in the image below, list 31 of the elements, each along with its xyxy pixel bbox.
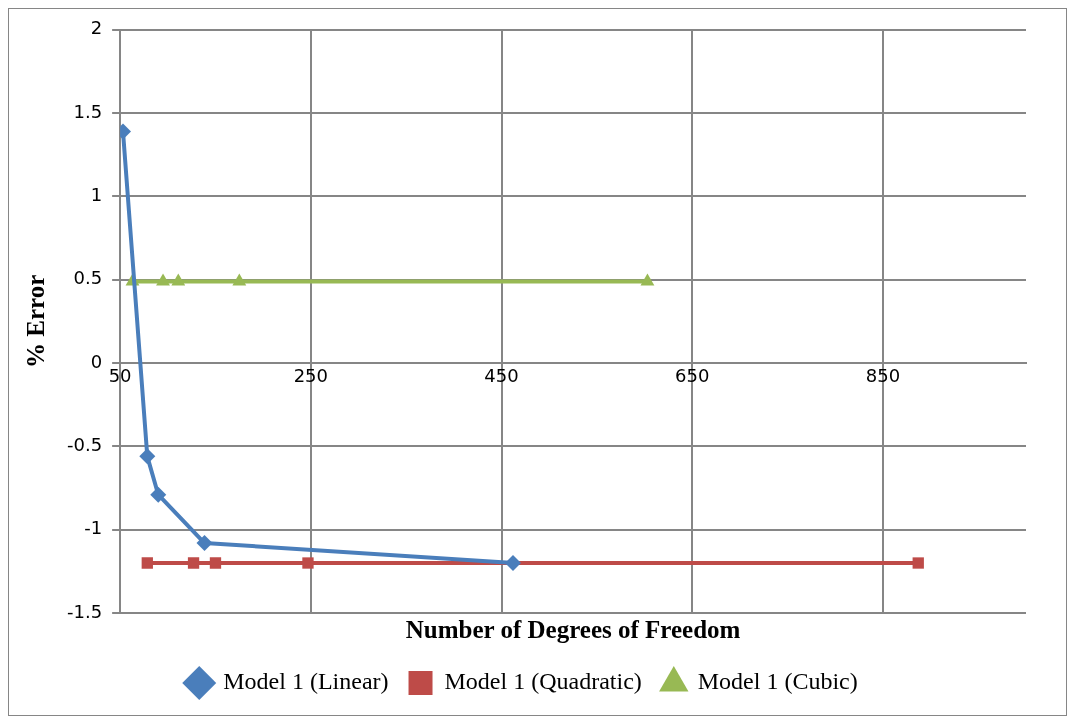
x-tick-label: 50 xyxy=(108,364,132,386)
point xyxy=(232,273,247,286)
point xyxy=(209,557,222,569)
point xyxy=(141,557,153,569)
x-tick-label: 250 xyxy=(293,364,329,386)
legend-label: Model 1 (Cubic) xyxy=(697,668,858,695)
point xyxy=(196,535,213,552)
legend-label: Model 1 (Quadratic) xyxy=(444,668,642,695)
point xyxy=(302,557,314,569)
point xyxy=(150,486,167,503)
point xyxy=(504,555,521,572)
x-tick-label: 850 xyxy=(865,364,901,386)
y-tick-label: 2 xyxy=(90,17,103,39)
y-tick-label: -1.5 xyxy=(67,600,103,622)
x-tick-label: 650 xyxy=(675,364,710,386)
x-axis-title: Number of Degrees of Freedom xyxy=(405,616,741,644)
x-tick-label: 450 xyxy=(484,364,519,386)
y-tick-label: 1 xyxy=(90,184,103,206)
y-tick-label: -0.5 xyxy=(67,434,103,456)
point xyxy=(139,448,156,465)
y-tick-label: 0 xyxy=(90,350,103,372)
point xyxy=(640,273,655,286)
point xyxy=(912,557,924,569)
y-tick-label: 1.5 xyxy=(73,100,103,122)
point xyxy=(171,273,186,286)
legend-label: Model 1 (Linear) xyxy=(223,668,389,695)
point xyxy=(187,557,200,569)
y-tick-label: -1 xyxy=(84,517,103,539)
point xyxy=(156,273,170,286)
y-tick-label: 0.5 xyxy=(73,267,103,289)
y-axis-title: % Error xyxy=(22,274,50,369)
